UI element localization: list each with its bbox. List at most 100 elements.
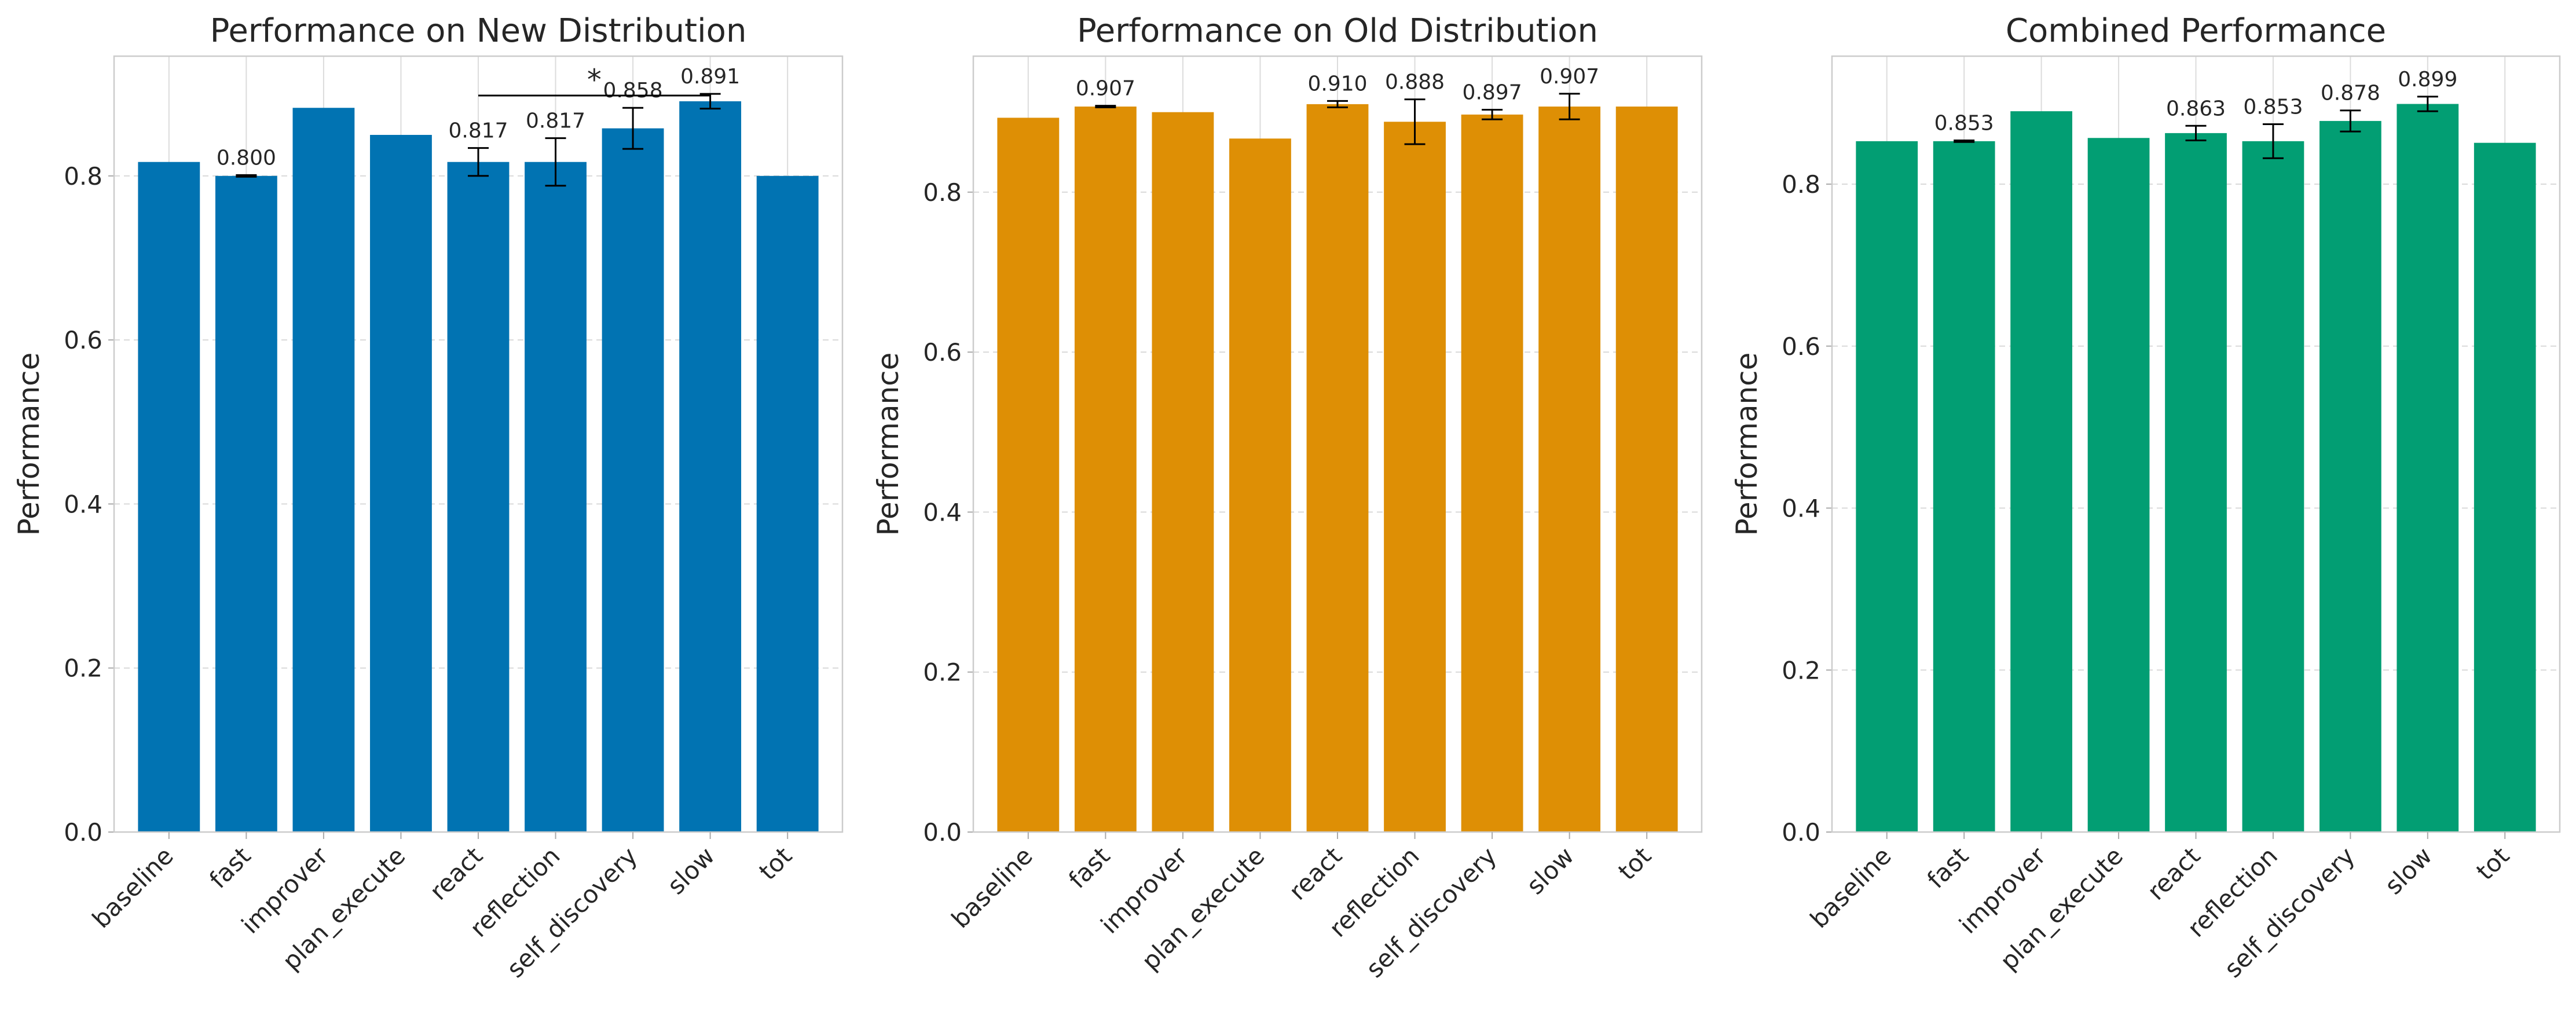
x-tick-label-self_discovery: self_discovery xyxy=(501,841,643,983)
x-tick-label-baseline: baseline xyxy=(87,841,179,933)
y-tick-label: 0.4 xyxy=(1782,494,1820,523)
x-tick-label-tot: tot xyxy=(2471,841,2515,885)
bar-improver xyxy=(2010,111,2072,832)
value-label-reflection: 0.888 xyxy=(1385,71,1445,94)
y-tick-label: 0.0 xyxy=(64,818,102,847)
bar-react xyxy=(447,162,510,832)
value-label-reflection: 0.853 xyxy=(2243,95,2303,119)
value-label-reflection: 0.817 xyxy=(526,109,585,133)
y-tick-label: 0.6 xyxy=(64,326,102,354)
y-axis-label: Performance xyxy=(12,353,46,536)
bar-react xyxy=(2165,133,2227,833)
x-tick-label-baseline: baseline xyxy=(1805,841,1897,933)
chart-title: Combined Performance xyxy=(2006,12,2386,50)
error-bar-self_discovery xyxy=(2340,109,2361,133)
bar-fast xyxy=(215,175,277,832)
y-tick-label: 0.0 xyxy=(923,818,962,847)
bar-self_discovery xyxy=(2320,120,2381,833)
error-bar-reflection xyxy=(2262,123,2284,159)
error-bar-fast xyxy=(1954,139,1975,143)
x-tick-label-react: react xyxy=(2142,841,2206,906)
y-tick-label: 0.6 xyxy=(1782,332,1820,361)
x-tick-label-baseline: baseline xyxy=(946,841,1038,933)
y-tick-label: 0.8 xyxy=(1782,170,1820,199)
value-label-self_discovery: 0.878 xyxy=(2321,82,2380,105)
x-tick-label-slow: slow xyxy=(2379,841,2438,900)
bar-baseline xyxy=(997,118,1060,833)
bar-reflection xyxy=(525,162,587,832)
y-tick-label: 0.0 xyxy=(1782,818,1820,847)
error-bar-slow xyxy=(1559,93,1580,120)
y-tick-label: 0.6 xyxy=(923,338,962,367)
y-tick-label: 0.8 xyxy=(64,162,102,190)
bar-plan_execute xyxy=(2087,138,2150,833)
bar-baseline xyxy=(138,162,200,832)
bar-reflection xyxy=(1384,122,1446,833)
bar-self_discovery xyxy=(602,128,664,833)
y-axis-label: Performance xyxy=(871,353,905,536)
error-bar-self_discovery xyxy=(1482,109,1503,120)
error-bar-slow xyxy=(2417,96,2438,112)
x-tick-label-fast: fast xyxy=(204,841,256,893)
y-tick-label: 0.2 xyxy=(923,658,962,687)
value-label-slow: 0.891 xyxy=(680,65,740,89)
x-tick-label-tot: tot xyxy=(753,841,797,885)
chart-title: Performance on New Distribution xyxy=(210,12,747,50)
error-bar-react xyxy=(2185,124,2207,141)
bar-slow xyxy=(1538,107,1601,833)
value-label-react: 0.817 xyxy=(448,119,508,143)
chart-title: Performance on Old Distribution xyxy=(1077,12,1598,50)
x-tick-label-react: react xyxy=(424,841,488,906)
significance-marker: * xyxy=(587,63,602,97)
bar-slow xyxy=(2397,104,2459,832)
value-label-fast: 0.907 xyxy=(1076,77,1135,101)
bar-fast xyxy=(1933,141,1995,833)
bar-plan_execute xyxy=(1229,138,1291,832)
chart-panel-3: 0.0 0.2 0.4 0.6 0.8 0.853 0.863 0.853 0.878 0.899… xyxy=(1730,12,2561,983)
error-bar-fast xyxy=(1095,105,1116,108)
x-tick-label-slow: slow xyxy=(662,841,720,900)
bar-react xyxy=(1306,104,1369,832)
y-tick-label: 0.2 xyxy=(1782,656,1820,684)
bar-tot xyxy=(1615,107,1678,833)
error-bar-fast xyxy=(236,174,257,178)
bar-slow xyxy=(679,101,742,832)
x-tick-label-self_discovery: self_discovery xyxy=(2219,841,2361,983)
y-tick-label: 0.4 xyxy=(64,490,102,518)
x-tick-label-self_discovery: self_discovery xyxy=(1361,841,1503,983)
bar-baseline xyxy=(1856,141,1918,833)
y-tick-label: 0.2 xyxy=(64,654,102,683)
error-bar-react xyxy=(1327,100,1348,108)
x-tick-label-slow: slow xyxy=(1521,841,1580,900)
chart-panel-1: 0.0 0.2 0.4 0.6 0.8 0.800 0.817 0.817 0.858 0.891… xyxy=(12,12,844,983)
value-label-self_discovery: 0.858 xyxy=(603,79,663,102)
y-tick-label: 0.4 xyxy=(923,498,962,526)
value-label-react: 0.910 xyxy=(1307,72,1367,96)
bar-self_discovery xyxy=(1461,114,1523,833)
bar-reflection xyxy=(2242,141,2304,833)
y-tick-label: 0.8 xyxy=(923,178,962,207)
bar-improver xyxy=(292,108,355,833)
bar-tot xyxy=(756,175,819,832)
value-label-slow: 0.899 xyxy=(2398,68,2457,91)
x-tick-label-fast: fast xyxy=(1922,841,1974,893)
value-label-react: 0.863 xyxy=(2166,97,2226,120)
x-tick-label-react: react xyxy=(1283,841,1347,906)
value-label-fast: 0.800 xyxy=(217,146,276,170)
bar-fast xyxy=(1074,107,1137,833)
chart-panel-2: 0.0 0.2 0.4 0.6 0.8 0.907 0.910 0.888 0.897 0.907… xyxy=(871,12,1703,983)
error-bar-reflection xyxy=(545,137,566,187)
x-tick-label-tot: tot xyxy=(1613,841,1657,885)
bar-tot xyxy=(2474,142,2536,832)
value-label-self_discovery: 0.897 xyxy=(1463,81,1522,105)
value-label-fast: 0.853 xyxy=(1934,111,1994,135)
value-label-slow: 0.907 xyxy=(1540,65,1599,89)
bar-plan_execute xyxy=(370,134,432,832)
bar-improver xyxy=(1152,112,1214,832)
y-axis-label: Performance xyxy=(1730,353,1764,536)
error-bar-reflection xyxy=(1404,98,1426,145)
error-bar-react xyxy=(468,147,489,177)
error-bar-self_discovery xyxy=(622,107,644,150)
x-tick-label-fast: fast xyxy=(1063,841,1115,893)
